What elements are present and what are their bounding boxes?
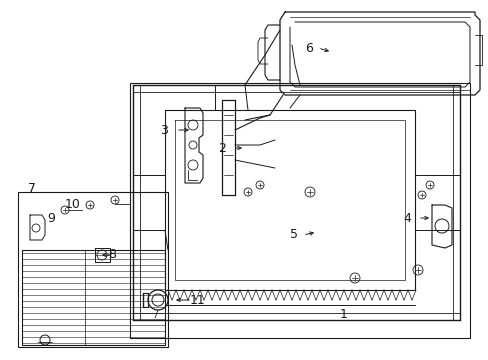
Text: 3: 3 <box>160 123 167 136</box>
Bar <box>22 250 164 345</box>
Bar <box>130 83 469 338</box>
Text: 7: 7 <box>28 181 36 194</box>
Bar <box>18 192 168 347</box>
Text: 1: 1 <box>339 309 347 321</box>
Text: 4: 4 <box>402 211 410 225</box>
Text: 10: 10 <box>65 198 81 211</box>
Text: 8: 8 <box>108 248 116 261</box>
Text: 11: 11 <box>190 293 205 306</box>
Text: 9: 9 <box>47 211 55 225</box>
Text: 6: 6 <box>305 41 312 54</box>
Text: 2: 2 <box>218 141 225 154</box>
Text: 5: 5 <box>289 229 297 242</box>
